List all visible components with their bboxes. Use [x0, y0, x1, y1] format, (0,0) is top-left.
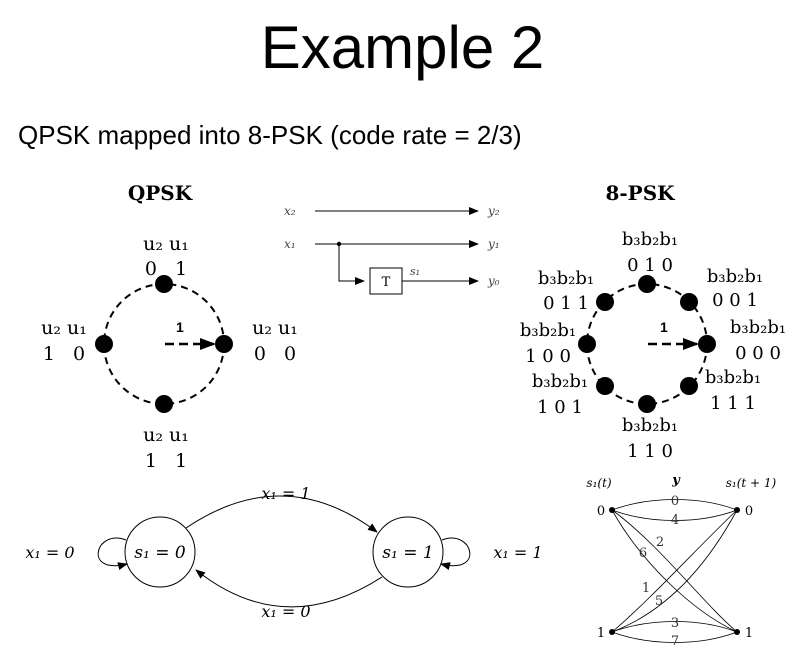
psk8-bits-001: 0 0 1	[712, 290, 758, 311]
trellis-right-state-0: 0	[745, 504, 753, 519]
state-edge-1-to-0	[195, 569, 383, 608]
trellis-branch-label-0: 0	[671, 494, 679, 509]
qpsk-point-left	[95, 335, 113, 353]
trellis-branch-00-upper	[611, 499, 738, 511]
state-diagram: s₁ = 0 s₁ = 1 x₁ = 1 x₁ = 0 x₁ = 0 x₁ = …	[25, 484, 542, 621]
trellis-branch-00-lower	[611, 509, 738, 521]
psk8-label-010: b₃b₂b₁	[622, 229, 678, 250]
psk8-label-110: b₃b₂b₁	[622, 415, 678, 436]
psk8-point-225	[596, 377, 614, 395]
trellis-branch-10-a	[611, 509, 738, 633]
qpsk-heading: QPSK	[128, 181, 193, 205]
trellis-branch-11-lower	[611, 631, 738, 643]
state-self-loop-1-label: x₁ = 1	[493, 543, 542, 562]
encoder-branch-to-delay	[338, 244, 365, 285]
state-edge-0-to-1	[185, 495, 378, 533]
trellis-st-label: s₁(t)	[586, 476, 611, 490]
trellis-diagram: s₁(t) y s₁(t + 1) 0 1 0 1 0 4 2 6 1 5 3 …	[586, 473, 776, 649]
trellis-right-state-1: 1	[745, 626, 753, 641]
qpsk-point-top	[155, 275, 173, 293]
psk8-point-0	[698, 335, 716, 353]
qpsk-top-bits: 0 1	[145, 258, 187, 280]
psk8-label-100: b₃b₂b₁	[520, 320, 576, 341]
qpsk-bottom-label: u₂ u₁	[143, 424, 189, 446]
qpsk-left-label: u₂ u₁	[41, 317, 87, 339]
psk8-label-000: b₃b₂b₁	[730, 317, 786, 338]
psk8-bits-100: 1 0 0	[525, 346, 571, 367]
psk8-bits-000: 0 0 0	[735, 343, 781, 364]
trellis-branch-01-a	[611, 509, 738, 633]
qpsk-arrow-label: 1	[176, 319, 184, 335]
psk8-bits-011: 0 1 1	[543, 293, 589, 314]
psk8-point-135	[596, 293, 614, 311]
qpsk-top-label: u₂ u₁	[143, 233, 189, 255]
state-edge-1-to-0-label: x₁ = 0	[261, 602, 310, 621]
psk8-label-001: b₃b₂b₁	[707, 266, 763, 287]
psk8-bits-101: 1 0 1	[537, 397, 583, 418]
trellis-branch-label-6: 6	[639, 546, 647, 561]
encoder-delay-label: T	[382, 275, 391, 290]
psk8-point-315	[680, 377, 698, 395]
psk8-arrow-label: 1	[660, 319, 668, 335]
trellis-branch-label-3: 3	[671, 616, 679, 631]
psk8-point-180	[578, 335, 596, 353]
psk8-bits-110: 1 1 0	[627, 441, 673, 462]
qpsk-circle	[103, 283, 225, 405]
state-node-1-label: s₁ = 1	[382, 543, 433, 563]
qpsk-bottom-bits: 1 1	[145, 450, 187, 472]
qpsk-right-bits: 0 0	[254, 343, 296, 365]
qpsk-right-label: u₂ u₁	[252, 317, 298, 339]
psk8-label-111: b₃b₂b₁	[705, 367, 761, 388]
psk8-point-45	[680, 293, 698, 311]
qpsk-point-right	[215, 335, 233, 353]
slide-title: Example 2	[260, 14, 545, 81]
state-node-1	[372, 516, 444, 588]
trellis-branch-10-b	[611, 509, 738, 633]
trellis-branch-label-5: 5	[655, 594, 663, 609]
encoder-output-y0: y₀	[487, 274, 500, 288]
encoder-delay-box	[369, 267, 403, 295]
trellis-st1-label: s₁(t + 1)	[726, 476, 777, 490]
trellis-branch-label-4: 4	[671, 513, 679, 528]
encoder-output-y2: y₂	[487, 204, 500, 218]
state-self-loop-1	[440, 537, 471, 571]
qpsk-constellation: QPSK 1 u₂ u₁ 0 1 u₂ u₁ 1 0 u₂ u₁ 0 0 u₂ …	[41, 181, 298, 472]
trellis-branch-label-2: 2	[656, 535, 664, 550]
trellis-y-label: y	[671, 473, 681, 488]
state-node-0	[124, 516, 196, 588]
qpsk-left-bits: 1 0	[43, 343, 85, 365]
trellis-left-state-0: 0	[597, 504, 605, 519]
psk8-point-270	[638, 395, 656, 413]
qpsk-point-bottom	[155, 395, 173, 413]
psk8-label-011: b₃b₂b₁	[538, 268, 594, 289]
trellis-branch-label-1: 1	[642, 581, 650, 596]
trellis-branch-11-upper	[611, 621, 738, 633]
psk8-bits-010: 0 1 0	[627, 255, 673, 276]
encoder-input-x2: x₂	[284, 204, 296, 218]
state-edge-0-to-1-label: x₁ = 1	[261, 484, 310, 503]
psk8-point-90	[638, 275, 656, 293]
slide-subtitle: QPSK mapped into 8-PSK (code rate = 2/3)	[18, 120, 522, 150]
psk8-constellation: 8-PSK 1 b₃b₂b₁ 0 1 0 b₃b₂b₁ 0 0 1 b₃b₂b₁…	[520, 181, 786, 462]
state-node-0-label: s₁ = 0	[134, 543, 186, 563]
encoder-state-label: s₁	[410, 265, 420, 278]
encoder-input-x1: x₁	[284, 237, 296, 251]
state-self-loop-0	[97, 537, 128, 571]
psk8-bits-111: 1 1 1	[710, 393, 756, 414]
trellis-branch-label-7: 7	[671, 634, 679, 649]
trellis-left-state-1: 1	[597, 626, 605, 641]
state-self-loop-0-label: x₁ = 0	[25, 543, 74, 562]
encoder-diagram: x₂ y₂ x₁ y₁ T s₁ y₀	[284, 204, 500, 295]
psk8-label-101: b₃b₂b₁	[532, 371, 588, 392]
psk8-heading: 8-PSK	[605, 181, 675, 205]
trellis-branch-01-b	[611, 509, 738, 633]
encoder-output-y1: y₁	[487, 237, 500, 251]
